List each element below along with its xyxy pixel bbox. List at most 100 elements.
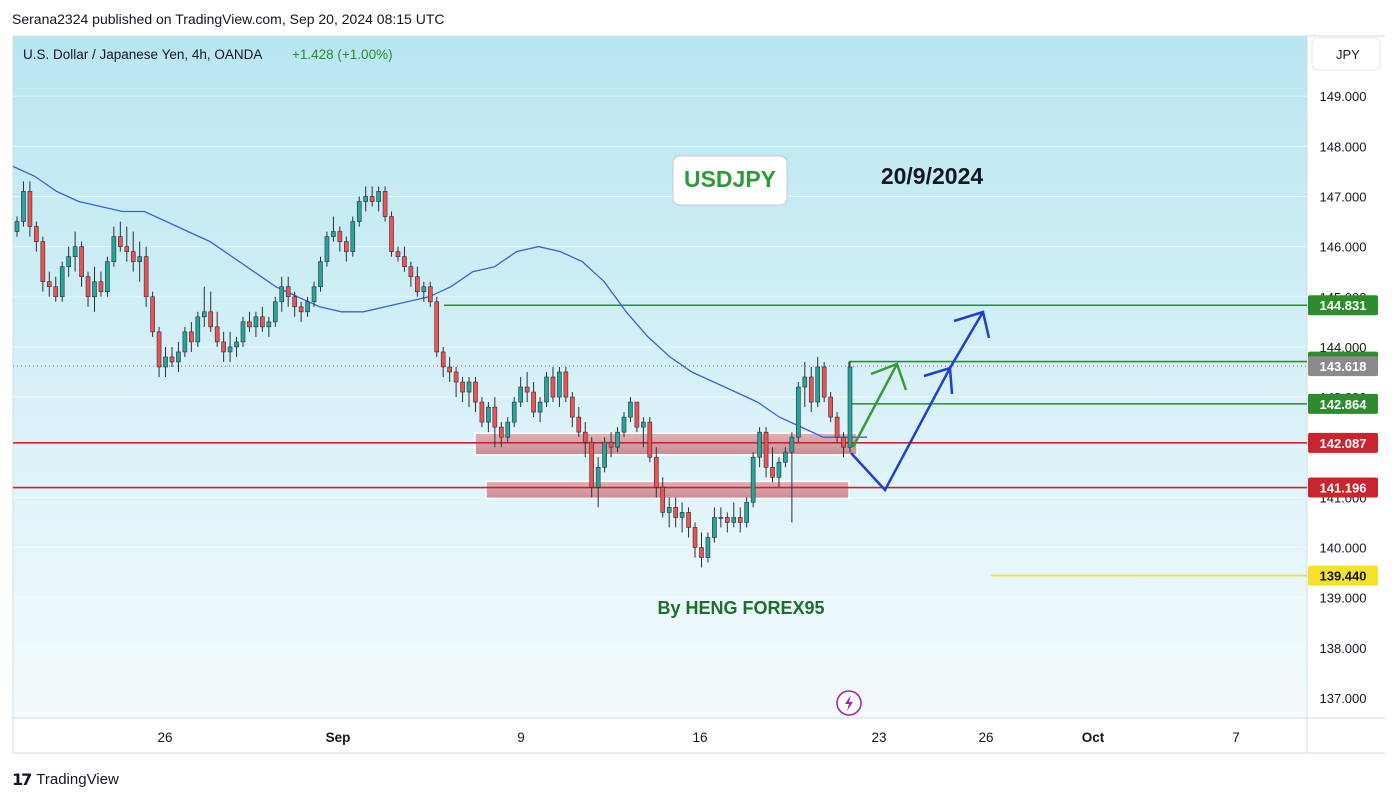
candle-body — [634, 401, 640, 428]
candle-body — [815, 366, 821, 403]
date-label: 20/9/2024 — [881, 163, 984, 189]
candle-body — [511, 401, 517, 423]
tradingview-mark-icon: 𝟭𝟳 — [12, 769, 32, 789]
candle-body — [350, 221, 356, 252]
candle-body — [189, 331, 194, 343]
currency-button-bg[interactable] — [1311, 37, 1381, 71]
candle-body — [518, 386, 523, 403]
price-axis-bg — [1307, 36, 1385, 718]
candle-body — [292, 296, 297, 308]
candle-body — [408, 266, 414, 278]
candle-body — [770, 466, 775, 478]
candle-body — [130, 251, 136, 262]
price-badge-support — [1308, 432, 1378, 453]
candle-body — [201, 311, 207, 318]
candle-body — [92, 281, 97, 298]
candle-body — [550, 376, 556, 398]
candle-body — [473, 381, 478, 403]
candle-body — [169, 356, 175, 363]
candles — [14, 181, 853, 568]
candle-body — [46, 281, 52, 288]
ma-line — [12, 165, 867, 438]
candle-body — [776, 461, 782, 478]
author-label: By HENG FOREX95 — [657, 598, 824, 618]
candle-body — [111, 236, 117, 262]
candle-body — [434, 301, 440, 353]
ticker-box — [672, 155, 788, 206]
candle-body — [531, 391, 536, 413]
candle-body — [421, 286, 427, 293]
candle-body — [699, 547, 704, 558]
candle-body — [85, 276, 91, 298]
candle-body — [208, 311, 214, 328]
y-tick-label: 137.000 — [1320, 691, 1367, 706]
candle-body — [783, 451, 788, 463]
candle-body — [298, 306, 304, 313]
currency-button[interactable]: JPY — [1336, 47, 1360, 62]
price-badge-label: 143.618 — [1320, 359, 1367, 374]
candle-body — [34, 226, 39, 242]
candle-body — [615, 431, 620, 448]
candle-body — [311, 286, 317, 303]
y-tick-label: 149.000 — [1320, 89, 1367, 104]
candle-body — [240, 321, 246, 343]
candle-body — [453, 371, 459, 383]
candle-body — [324, 236, 330, 262]
candle-body — [53, 286, 59, 298]
green-arrow-head — [870, 362, 908, 391]
candle-body — [369, 196, 375, 202]
candle-body — [557, 371, 562, 398]
tradingview-logo[interactable]: 𝟭𝟳 TradingView — [12, 768, 119, 790]
candle-body — [505, 421, 511, 438]
candle-body — [570, 396, 575, 418]
candle-body — [266, 321, 272, 328]
candle-body — [227, 346, 233, 353]
footer: 𝟭𝟳 TradingView — [0, 762, 1397, 798]
candle-body — [27, 191, 33, 227]
moving-average — [12, 165, 867, 438]
candle-body — [544, 376, 549, 403]
candle-body — [305, 301, 310, 313]
y-tick-label: 146.000 — [1320, 240, 1367, 255]
x-tick-label: Sep — [326, 730, 351, 745]
candle-body — [460, 381, 465, 393]
symbol-name: U.S. Dollar / Japanese Yen, 4h, OANDA — [23, 47, 262, 62]
price-badge-support — [1308, 477, 1378, 498]
candle-body — [686, 512, 691, 528]
candle-body — [137, 256, 142, 262]
candle-body — [641, 421, 646, 428]
candle-body — [841, 436, 846, 448]
candle-body — [272, 301, 278, 323]
price-badge-label: 142.864 — [1320, 397, 1368, 412]
candle-body — [234, 341, 239, 348]
y-tick-label: 139.000 — [1320, 591, 1367, 606]
candle-body — [98, 281, 104, 293]
candle-body — [537, 401, 543, 413]
x-tick-label: 9 — [517, 730, 525, 745]
candle-body — [415, 276, 420, 293]
price-badge-label: 142.087 — [1320, 436, 1367, 451]
green-projection-arrow — [851, 363, 899, 448]
price-badge-current — [1308, 356, 1378, 377]
candle-body — [14, 221, 20, 232]
candle-body — [447, 366, 452, 373]
blue-projection-path — [850, 311, 985, 493]
candle-body — [589, 441, 595, 488]
candle-body — [647, 421, 653, 458]
time-axis-bg — [13, 718, 1385, 753]
x-tick-label: 16 — [692, 730, 707, 745]
candle-body — [79, 246, 84, 278]
price-badge-resistance — [1308, 295, 1378, 316]
price-level-badges: 144.831143.707143.618142.864142.087141.1… — [1308, 295, 1378, 586]
candle-body — [602, 441, 607, 468]
candle-body — [105, 261, 110, 293]
candle-body — [318, 261, 323, 288]
blue-arrow-head-1 — [923, 366, 954, 395]
plot-background — [13, 36, 1307, 718]
candle-body — [595, 466, 601, 488]
candle-body — [163, 356, 168, 368]
candle-body — [692, 527, 698, 548]
candle-body — [731, 517, 737, 523]
x-tick-label: 7 — [1232, 730, 1240, 745]
